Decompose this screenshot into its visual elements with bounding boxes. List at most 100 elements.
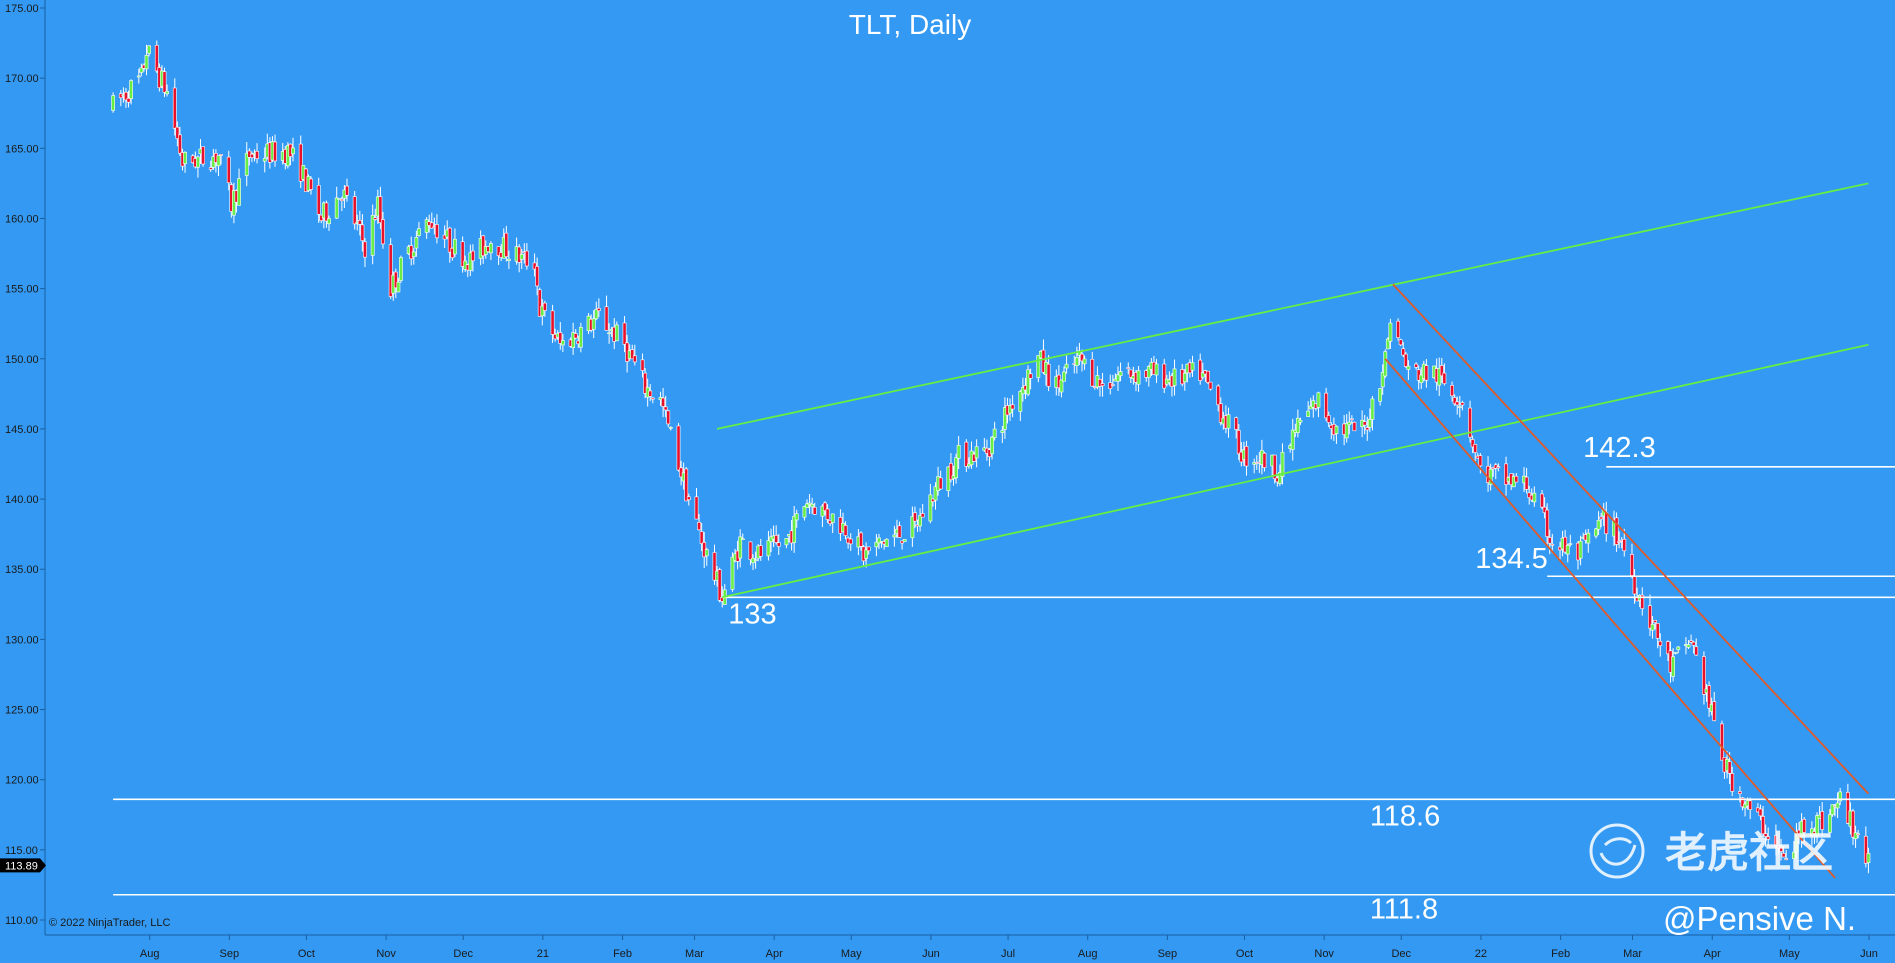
y-axis: 175.00 170.00 165.00 160.00 155.00 150.00 145.… — [5, 0, 46, 935]
candle — [1367, 408, 1372, 433]
candle — [550, 304, 555, 343]
x-tick-label: Oct — [298, 948, 315, 960]
horizontal-levels — [113, 466, 1895, 896]
candle — [1154, 358, 1159, 384]
candle — [339, 196, 344, 212]
candle — [1702, 651, 1706, 705]
candle — [1236, 424, 1241, 460]
candle — [232, 182, 236, 224]
candle — [933, 482, 938, 510]
candle — [1334, 425, 1339, 444]
y-tick-label: 140.00 — [5, 494, 39, 506]
x-tick-label: May — [1779, 948, 1800, 960]
x-tick-label: Aug — [140, 948, 160, 960]
candle — [226, 150, 231, 191]
candle — [684, 466, 689, 502]
candle — [820, 504, 825, 528]
candle — [920, 503, 925, 518]
candle — [1851, 808, 1855, 845]
candle — [208, 160, 213, 173]
candle — [1845, 783, 1850, 825]
candle — [373, 208, 378, 221]
candle — [1128, 369, 1133, 383]
candle — [1853, 825, 1858, 848]
candle — [1396, 318, 1401, 341]
candle — [460, 236, 465, 273]
candle — [1863, 826, 1868, 868]
candle — [1262, 451, 1267, 472]
x-tick-label: Jun — [922, 948, 940, 960]
candle — [1550, 533, 1555, 554]
candle — [262, 147, 267, 173]
candle — [1532, 486, 1537, 507]
price-annotation: 134.5 — [1475, 543, 1548, 575]
candle — [643, 368, 648, 399]
candle — [1000, 425, 1005, 444]
y-tick-label: 150.00 — [5, 354, 39, 366]
candle — [1026, 365, 1030, 397]
candle — [807, 494, 812, 514]
candle — [1442, 363, 1447, 386]
candle — [1136, 365, 1141, 392]
candle — [360, 214, 365, 252]
candle — [1758, 804, 1763, 821]
candle — [1046, 355, 1051, 392]
candle — [897, 521, 902, 538]
candle — [648, 384, 653, 402]
candle — [666, 410, 671, 428]
candle — [244, 142, 249, 187]
candle — [435, 214, 439, 244]
candle — [136, 68, 141, 84]
candle — [237, 168, 241, 206]
candle — [316, 177, 321, 223]
candle — [175, 121, 180, 147]
candle — [1540, 489, 1544, 510]
candlestick-series — [111, 40, 1871, 874]
trendline — [722, 343, 1869, 599]
candle — [1208, 381, 1213, 391]
candle — [345, 178, 349, 202]
candle — [519, 248, 524, 270]
candle — [396, 277, 401, 293]
x-tick-label: Sep — [220, 948, 240, 960]
candle — [1653, 619, 1658, 630]
candle — [1190, 355, 1195, 377]
candle — [357, 210, 362, 236]
candle — [388, 238, 393, 300]
candle — [542, 300, 547, 317]
candle — [111, 92, 116, 113]
candle — [812, 502, 817, 515]
candle — [974, 439, 979, 468]
candle — [411, 248, 416, 265]
candle — [1090, 351, 1095, 387]
candle — [1324, 387, 1329, 422]
candle — [488, 241, 493, 261]
candle — [1774, 824, 1778, 856]
candle — [1720, 720, 1724, 761]
candle — [843, 521, 848, 540]
x-tick-label: Feb — [1551, 948, 1570, 960]
candle — [1290, 418, 1295, 461]
candle — [1383, 349, 1388, 379]
candle — [1172, 359, 1177, 396]
candle — [535, 257, 540, 296]
candle — [1347, 411, 1352, 435]
candle — [126, 90, 131, 108]
candle — [766, 530, 771, 561]
candle — [753, 551, 758, 569]
candle — [1676, 645, 1681, 654]
candle — [1074, 346, 1079, 374]
candle — [614, 321, 619, 342]
candle — [848, 533, 853, 551]
candle — [1545, 503, 1550, 546]
candle — [1244, 440, 1249, 476]
last-price-label: 113.89 — [5, 860, 38, 872]
candle — [506, 250, 511, 270]
candle — [717, 567, 722, 603]
candle — [1524, 467, 1529, 494]
candle — [918, 508, 922, 532]
candle — [524, 243, 529, 270]
candle — [1398, 338, 1403, 347]
candle — [249, 151, 254, 163]
candle — [560, 334, 565, 353]
